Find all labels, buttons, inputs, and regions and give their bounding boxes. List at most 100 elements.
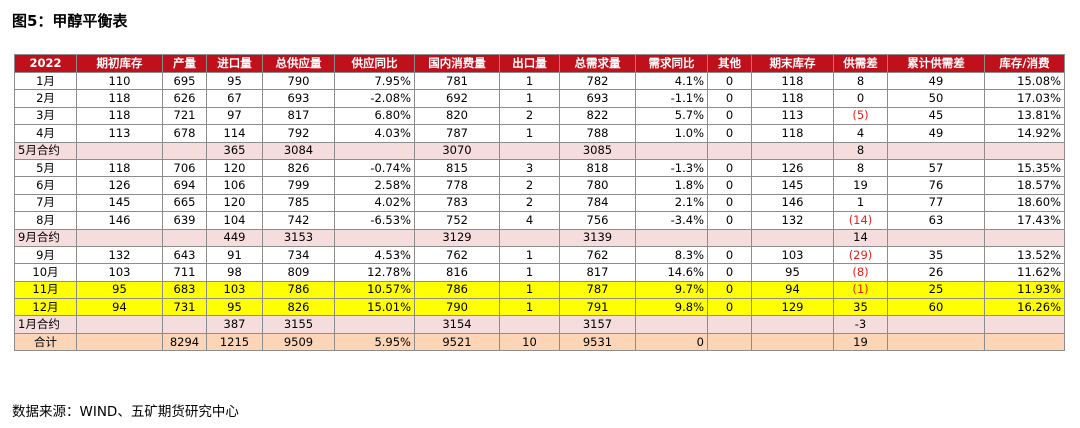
table-cell	[707, 141, 752, 160]
table-cell: 387	[206, 315, 263, 334]
table-cell: 762	[414, 245, 500, 265]
table-cell: 126	[76, 176, 163, 195]
table-cell: 7.95%	[334, 71, 415, 91]
table-cell: 103	[76, 263, 163, 282]
table-cell: 98	[206, 263, 263, 282]
table-cell: 788	[559, 124, 636, 143]
table-cell: 11.62%	[984, 263, 1065, 282]
table-cell: 106	[206, 176, 263, 195]
table-cell	[751, 315, 834, 334]
table-cell: 778	[414, 176, 500, 195]
table-cell: 8.3%	[635, 245, 708, 265]
table-cell: 0	[707, 263, 752, 282]
table-cell: 449	[206, 228, 263, 247]
table-cell: 8	[833, 71, 888, 91]
table-cell: 1	[499, 245, 560, 265]
table-cell: -6.53%	[334, 211, 415, 230]
table-cell: 734	[262, 245, 335, 265]
table-cell: 118	[751, 71, 834, 91]
column-header: 期末库存	[751, 54, 834, 73]
table-cell: 3	[499, 158, 560, 178]
table-cell: 18.60%	[984, 193, 1065, 213]
table-row: 7月 145 665 120 785 4.02% 783 2 784 2.1% 0 146 1 77 18.…	[14, 193, 1065, 213]
row-label: 9月	[14, 245, 77, 265]
table-row: 10月 103 711 98 809 12.78% 816 1 817 14.6% 0 95 (8) 26…	[14, 263, 1065, 282]
column-header: 总供应量	[262, 54, 335, 73]
column-header: 2022	[14, 54, 77, 73]
table-cell	[751, 332, 834, 352]
table-cell: 1	[499, 298, 560, 317]
table-cell: 1	[499, 71, 560, 91]
table-cell: 13.52%	[984, 245, 1065, 265]
table-cell	[707, 332, 752, 352]
table-cell	[334, 228, 415, 247]
table-cell: 17.03%	[984, 89, 1065, 108]
table-cell: 365	[206, 141, 263, 160]
table-cell: (8)	[833, 263, 888, 282]
table-cell	[707, 315, 752, 334]
table-cell: 114	[206, 124, 263, 143]
table-cell: 826	[262, 298, 335, 317]
table-cell: (5)	[833, 106, 888, 126]
table-cell: 0	[707, 124, 752, 143]
column-header: 国内消费量	[414, 54, 500, 73]
table-cell: 45	[887, 106, 985, 126]
table-cell: 791	[559, 298, 636, 317]
header-row: 2022 期初库存 产量 进口量 总供应量 供应同比 国内消费量 出口量 总需求量 需求同比 其他期…	[14, 54, 1065, 73]
table-cell: 1	[499, 263, 560, 282]
table-cell: 3085	[559, 141, 636, 160]
table-row: 6月 126 694 106 799 2.58% 778 2 780 1.8% 0 145 19 76 18…	[14, 176, 1065, 195]
table-cell: 8294	[162, 332, 207, 352]
table-cell: 694	[162, 176, 207, 195]
table-cell: 0	[707, 211, 752, 230]
data-source-note: 数据来源：WIND、五矿期货研究中心	[12, 404, 239, 420]
table-cell: 77	[887, 193, 985, 213]
table-cell: 639	[162, 211, 207, 230]
table-cell: 783	[414, 193, 500, 213]
column-header: 需求同比	[635, 54, 708, 73]
table-cell: -1.1%	[635, 89, 708, 108]
table-cell: 67	[206, 89, 263, 108]
table-cell: 126	[751, 158, 834, 178]
table-cell: 665	[162, 193, 207, 213]
table-cell: 678	[162, 124, 207, 143]
contract-row: 1月合约 387 3155 3154 3157 -3	[14, 315, 1065, 334]
table-cell: 3139	[559, 228, 636, 247]
table-cell: 626	[162, 89, 207, 108]
table-cell	[887, 141, 985, 160]
table-cell: 785	[262, 193, 335, 213]
table-cell: 695	[162, 71, 207, 91]
table-cell: 826	[262, 158, 335, 178]
contract-row: 5月合约 365 3084 3070 3085 8	[14, 141, 1065, 160]
table-cell: 9531	[559, 332, 636, 352]
table-cell: 787	[559, 280, 636, 300]
table-row: 9月 132 643 91 734 4.53% 762 1 762 8.3% 0 103 (29) 35 1…	[14, 245, 1065, 265]
table-cell: 16.26%	[984, 298, 1065, 317]
column-header: 总需求量	[559, 54, 636, 73]
table-cell: 752	[414, 211, 500, 230]
table-cell	[887, 228, 985, 247]
table-cell: 120	[206, 193, 263, 213]
table-cell	[635, 141, 708, 160]
table-row: 1月 110 695 95 790 7.95% 781 1 782 4.1% 0 118 8 49 15.0…	[14, 71, 1065, 91]
table-cell	[76, 332, 163, 352]
table-cell: 4	[833, 124, 888, 143]
table-cell: 2.58%	[334, 176, 415, 195]
table-cell: 145	[751, 176, 834, 195]
table-cell: 8	[833, 141, 888, 160]
table-cell: 0	[707, 245, 752, 265]
table-cell: 5.95%	[334, 332, 415, 352]
table-cell: 792	[262, 124, 335, 143]
table-cell: 3084	[262, 141, 335, 160]
table-cell: 50	[887, 89, 985, 108]
table-cell: 118	[76, 89, 163, 108]
table-cell: 817	[559, 263, 636, 282]
table-cell	[984, 141, 1065, 160]
table-cell	[751, 228, 834, 247]
table-cell: 132	[76, 245, 163, 265]
table-cell: 816	[414, 263, 500, 282]
column-header: 库存/消费	[984, 54, 1065, 73]
table-cell	[76, 141, 163, 160]
table-cell: 4.02%	[334, 193, 415, 213]
row-label: 4月	[14, 124, 77, 143]
